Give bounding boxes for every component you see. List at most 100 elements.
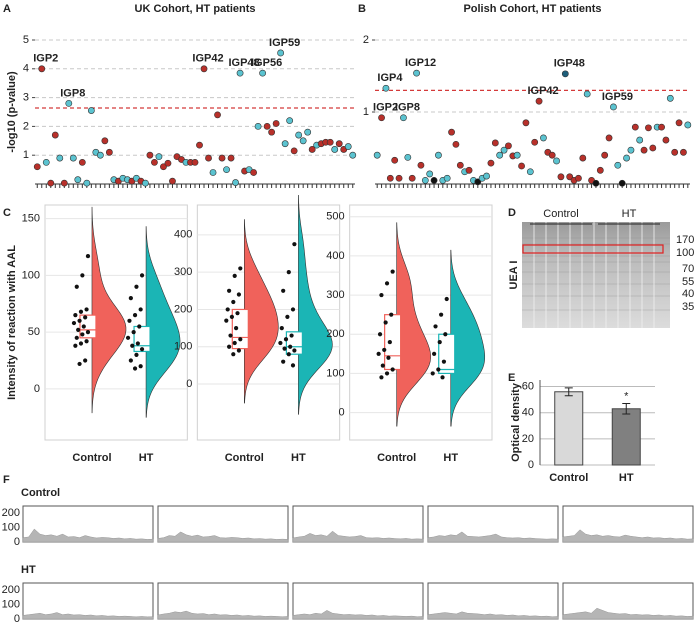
point [151, 158, 158, 166]
x-tick-label: Control [72, 452, 111, 464]
point-label: IGP4 [377, 72, 403, 84]
point [391, 156, 399, 164]
point [169, 177, 176, 185]
error-bar [622, 403, 631, 415]
point [132, 313, 138, 318]
point [436, 367, 441, 372]
point [205, 154, 212, 162]
point-label: IGP59 [269, 37, 300, 49]
point [290, 363, 296, 368]
y-tick-label: 1 [363, 106, 369, 118]
point [290, 147, 298, 155]
y-tick-label: 1 [23, 149, 29, 161]
point [76, 327, 81, 332]
point [227, 344, 232, 349]
point [671, 148, 679, 156]
point [42, 158, 50, 166]
trace-area [22, 528, 154, 543]
point [452, 140, 460, 148]
violin [91, 206, 127, 414]
point [235, 311, 240, 316]
panel-label: C [3, 207, 11, 219]
point [286, 352, 291, 357]
subplot-frame [196, 204, 341, 441]
point [349, 151, 357, 159]
panel-label: A [3, 3, 11, 15]
y-tick-label: 2 [23, 120, 29, 132]
point-label: IGP48 [554, 58, 585, 70]
point [277, 49, 285, 57]
point [331, 146, 339, 153]
marker: 100 [676, 247, 694, 259]
point [137, 324, 142, 329]
point [465, 166, 473, 174]
point [376, 351, 381, 356]
point [441, 359, 447, 364]
point [227, 288, 232, 293]
point [134, 352, 139, 357]
point [134, 284, 139, 289]
point [500, 146, 508, 154]
point [675, 119, 683, 127]
point [386, 355, 391, 360]
point [432, 351, 437, 356]
point [487, 159, 495, 167]
point [224, 318, 229, 323]
point [209, 169, 217, 176]
trace-frame [22, 582, 154, 620]
y-tick-label: 60 [522, 380, 534, 392]
point [214, 111, 221, 119]
point [548, 151, 556, 159]
point [85, 253, 91, 259]
point [636, 136, 644, 144]
y-tick-label: 0 [186, 378, 192, 390]
point [127, 318, 132, 323]
point [649, 144, 657, 152]
point [389, 312, 394, 317]
y-axis-label: Intensity of reaction with AAL [6, 245, 18, 400]
point [84, 339, 89, 344]
point [456, 161, 464, 169]
point [575, 174, 582, 182]
point [139, 347, 145, 352]
point [430, 371, 435, 376]
point [384, 281, 390, 286]
point-label: IGP12 [405, 57, 436, 69]
point [135, 341, 140, 346]
point [658, 123, 665, 131]
point-label: IGP59 [602, 91, 633, 103]
point [380, 363, 385, 368]
trace-area [22, 612, 154, 620]
point [645, 124, 652, 132]
subplot-frame [349, 204, 493, 441]
y-tick-label: 3 [23, 92, 29, 104]
point [518, 162, 525, 170]
point [483, 172, 490, 180]
point [78, 158, 86, 166]
point [605, 134, 613, 142]
point [404, 153, 412, 161]
point [232, 273, 237, 278]
point [596, 166, 604, 174]
bar [611, 408, 641, 466]
trace-area [562, 607, 694, 620]
y-tick-label: 300 [326, 289, 344, 301]
blot-label: UEA I [508, 261, 520, 290]
point [142, 179, 149, 187]
y-tick-label: 0 [339, 406, 345, 418]
point [553, 157, 560, 165]
point [379, 292, 384, 298]
point [513, 151, 521, 159]
point [160, 163, 167, 171]
point [131, 330, 136, 335]
point [130, 343, 135, 348]
point-label: IGP8 [60, 87, 85, 99]
point-label: IGP56 [251, 57, 282, 69]
point [146, 151, 154, 159]
point [557, 173, 565, 181]
point [384, 371, 390, 376]
point [383, 320, 388, 325]
point [74, 284, 79, 289]
point [290, 307, 296, 312]
row-label: HT [21, 564, 36, 576]
